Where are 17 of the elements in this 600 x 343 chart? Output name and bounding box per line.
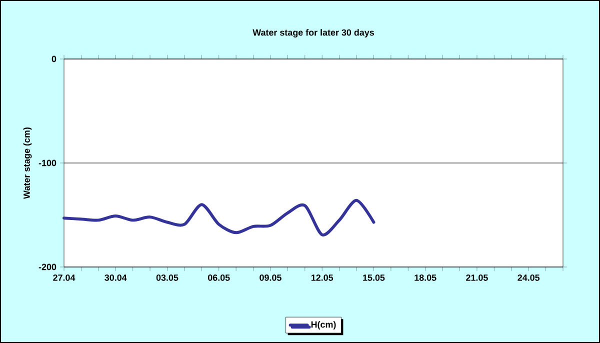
- line-series: [62, 198, 376, 236]
- x-tick-label: 18.05: [414, 274, 436, 281]
- x-tick-label: 21.05: [466, 274, 488, 281]
- x-tick-label: 24.05: [518, 274, 540, 281]
- y-tick-label: -200: [38, 264, 56, 270]
- x-tick-label: 12.05: [311, 274, 334, 281]
- y-tick-label: -100: [38, 160, 56, 166]
- chart-title: Water stage for later 30 days: [252, 29, 374, 38]
- x-tick-label: 15.05: [363, 274, 385, 281]
- y-axis-title: Water stage (cm): [23, 127, 32, 199]
- x-tick-label: 03.05: [156, 274, 178, 281]
- y-tick-label: 0: [52, 56, 56, 62]
- x-tick-label: 30.04: [104, 274, 127, 281]
- x-tick-label: 06.05: [208, 274, 230, 281]
- x-tick-label: 27.04: [53, 274, 76, 281]
- x-tick-label: 09.05: [260, 274, 282, 281]
- legend-label: H(cm): [311, 321, 336, 330]
